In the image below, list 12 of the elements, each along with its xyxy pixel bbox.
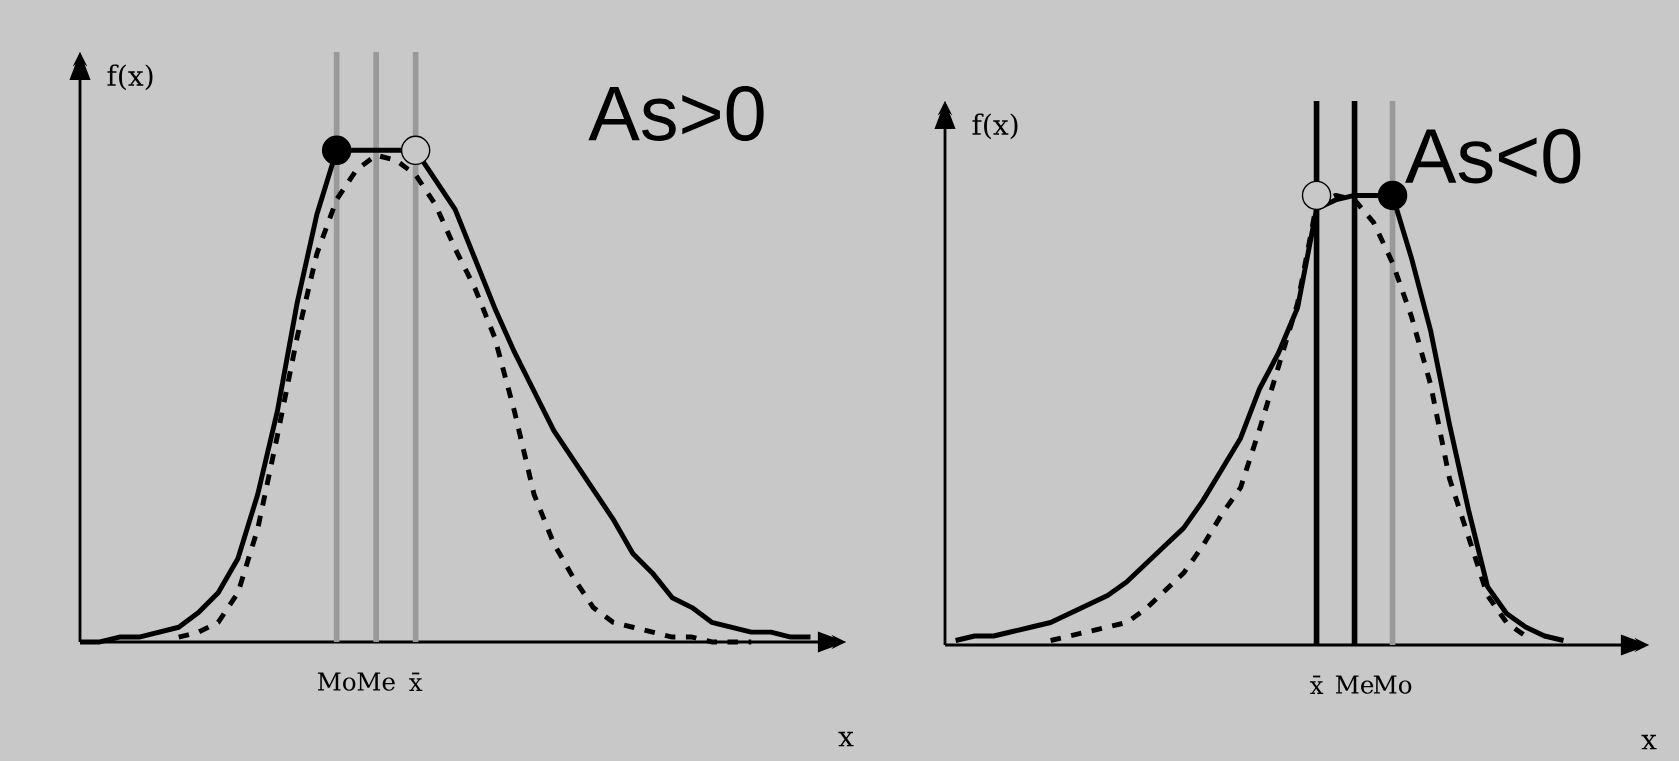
x-tick-label: Me <box>1335 675 1374 694</box>
x-tick-label: Mo <box>317 672 356 691</box>
y-axis-title: f(x) <box>107 64 153 91</box>
x-axis-title: x <box>838 731 854 747</box>
x-tick-label: x̄ <box>1309 675 1324 694</box>
y-axis-title: f(x) <box>972 113 1018 140</box>
x-tick-label: x̄ <box>408 672 423 691</box>
chart-title: As>0 <box>588 86 764 141</box>
chart-title: As<0 <box>1405 128 1581 184</box>
x-tick-label: Me <box>357 672 395 691</box>
x-tick-label: Mo <box>1373 675 1412 694</box>
x-axis-title: x <box>1641 734 1657 750</box>
